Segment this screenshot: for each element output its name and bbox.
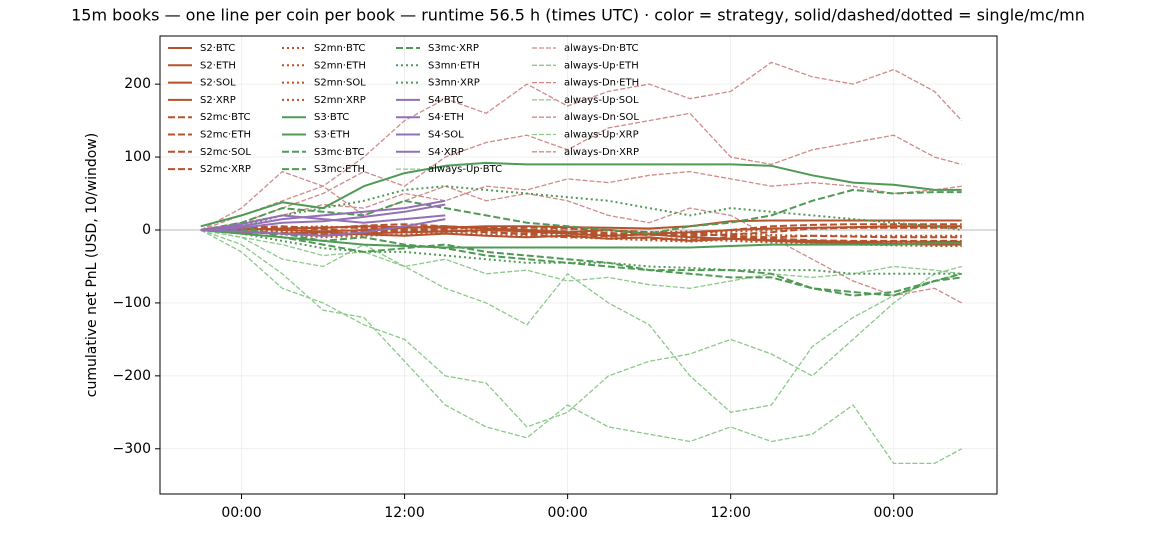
legend-label: S3·BTC <box>314 112 349 123</box>
legend-label: S2mn·SOL <box>314 78 366 89</box>
series-line <box>200 161 962 228</box>
legend-label: S3mc·BTC <box>314 147 365 158</box>
legend-label: S2mc·ETH <box>200 130 251 141</box>
series-line <box>200 229 962 297</box>
x-tick-label: 00:00 <box>874 505 914 521</box>
legend-label: S3mn·ETH <box>428 60 480 71</box>
legend-label: S3·ETH <box>314 130 350 141</box>
legend-label: always-Dn·ETH <box>564 78 639 89</box>
series-line <box>200 112 962 231</box>
legend-label: S4·SOL <box>428 130 464 141</box>
series-line <box>200 229 962 249</box>
legend-label: S2mn·ETH <box>314 60 366 71</box>
series-line <box>200 229 962 242</box>
legend-label: always-Up·BTC <box>428 164 502 175</box>
legend-label: S2·XRP <box>200 95 236 106</box>
series-line <box>200 185 962 231</box>
series-line <box>200 170 963 304</box>
y-tick-label: 200 <box>124 76 151 92</box>
legend: S2·BTC S2·ETH S2·SOL S2·XRP S2mc·BTC S2mc·ETH… <box>168 43 639 175</box>
plot-frame <box>159 35 998 495</box>
series-line <box>200 188 962 235</box>
legend-label: S2mc·XRP <box>200 164 251 175</box>
legend-label: S3mn·XRP <box>428 78 480 89</box>
y-tick-label: −300 <box>113 441 151 457</box>
x-tick-label: 12:00 <box>384 505 424 521</box>
series-line <box>200 229 963 465</box>
legend-label: always-Dn·XRP <box>564 147 639 158</box>
series-line <box>200 61 963 231</box>
series-line <box>200 229 962 413</box>
legend-label: always-Up·ETH <box>564 60 639 71</box>
legend-label: S4·ETH <box>428 112 464 123</box>
series-line <box>200 229 962 289</box>
y-tick-label: −200 <box>113 368 151 384</box>
x-tick-label: 00:00 <box>221 505 261 521</box>
legend-label: S4·XRP <box>428 147 464 158</box>
series-line <box>200 226 962 237</box>
series-line <box>200 229 962 245</box>
series-line <box>200 199 446 231</box>
legend-label: always-Up·XRP <box>564 130 639 141</box>
y-tick-label: 100 <box>124 149 151 165</box>
legend-label: S2mc·SOL <box>200 147 251 158</box>
x-tick-label: 00:00 <box>547 505 587 521</box>
chart-title: 15m books — one line per coin per book —… <box>71 6 1085 25</box>
legend-label: S3mc·XRP <box>428 43 479 54</box>
legend-label: S4·BTC <box>428 95 463 106</box>
series-line <box>200 225 962 297</box>
legend-label: always-Dn·BTC <box>564 43 639 54</box>
legend-label: S2·SOL <box>200 78 236 89</box>
series-line <box>200 225 962 235</box>
y-axis-label: cumulative net PnL (USD, 10/window) <box>84 133 100 397</box>
legend-label: S2·BTC <box>200 43 235 54</box>
y-tick-label: 0 <box>142 222 151 238</box>
series-line <box>200 214 446 231</box>
legend-label: S2mn·XRP <box>314 95 366 106</box>
legend-label: S2·ETH <box>200 60 236 71</box>
series-line <box>200 229 962 428</box>
series-line <box>200 223 962 235</box>
series-line <box>200 218 446 237</box>
legend-label: always-Dn·SOL <box>564 112 639 123</box>
legend-label: S2mn·BTC <box>314 43 365 54</box>
x-tick-label: 12:00 <box>711 505 751 521</box>
legend-label: S2mc·BTC <box>200 112 251 123</box>
y-tick-label: −100 <box>113 295 151 311</box>
series-line <box>200 170 962 231</box>
series-line <box>200 203 446 231</box>
legend-label: always-Up·SOL <box>564 95 639 106</box>
legend-label: S3mc·ETH <box>314 164 365 175</box>
series-line <box>200 229 962 275</box>
